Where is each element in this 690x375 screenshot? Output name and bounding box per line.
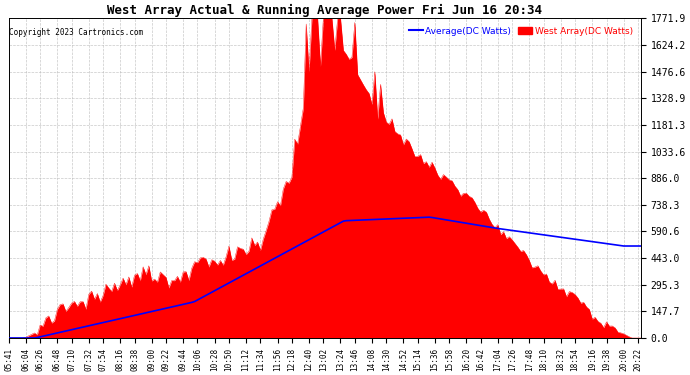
Legend: Average(DC Watts), West Array(DC Watts): Average(DC Watts), West Array(DC Watts): [406, 23, 636, 39]
Text: Copyright 2023 Cartronics.com: Copyright 2023 Cartronics.com: [9, 28, 144, 37]
Title: West Array Actual & Running Average Power Fri Jun 16 20:34: West Array Actual & Running Average Powe…: [107, 4, 542, 17]
